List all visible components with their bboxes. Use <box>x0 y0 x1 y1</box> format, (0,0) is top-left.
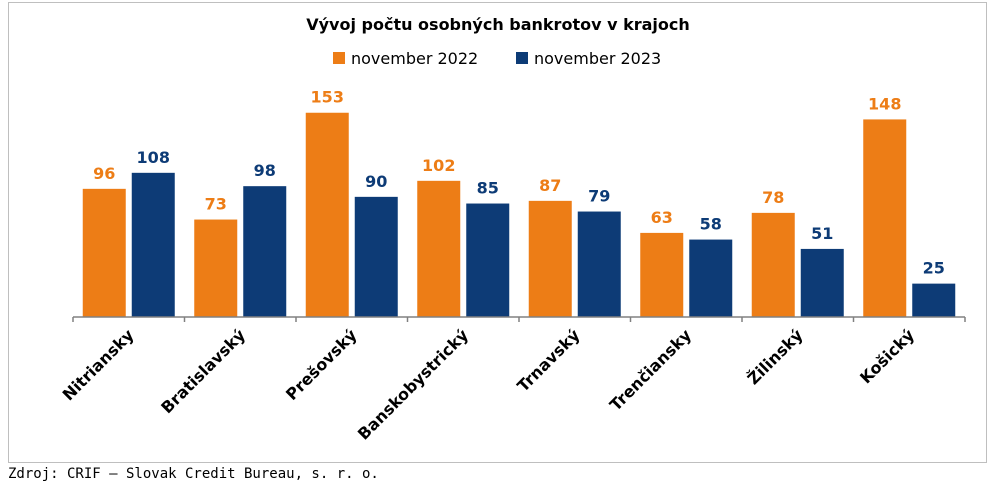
value-label-2022-7: 148 <box>868 94 901 113</box>
bar-2022-5 <box>640 232 684 317</box>
x-tick-label-3: Banskobystrický <box>354 325 473 444</box>
value-label-2023-2: 90 <box>365 172 387 191</box>
bar-2023-3 <box>466 203 510 317</box>
bar-2023-2 <box>354 196 398 317</box>
value-label-2023-7: 25 <box>923 259 945 278</box>
value-label-2023-4: 79 <box>588 187 610 206</box>
x-tick-label-1: Bratislavský <box>157 325 249 417</box>
bar-2022-2 <box>305 112 349 318</box>
chart-title: Vývoj počtu osobných bankrotov v krajoch <box>306 15 690 34</box>
chart: Vývoj počtu osobných bankrotov v krajoch… <box>59 15 966 444</box>
x-axis: Nitriansky Bratislavský PrešovskýBanskobys… <box>59 316 966 444</box>
value-labels-group: 96 108 73 98 153 90 102 85 87 79 63 58 78 51 148 25 <box>93 88 945 278</box>
value-label-2022-5: 63 <box>651 208 673 227</box>
value-label-2022-4: 87 <box>539 176 561 195</box>
bar-2022-6 <box>751 212 795 317</box>
bar-2023-7 <box>912 283 956 317</box>
legend: november 2022 november 2023 <box>333 49 661 68</box>
x-tick-label-5: Trenčiansky <box>606 325 696 415</box>
x-tick-label-4: Trnavský <box>513 325 584 396</box>
x-tick-label-6: Žilinský <box>744 325 807 388</box>
legend-swatch-2022 <box>333 52 345 64</box>
bars-group <box>82 112 956 318</box>
value-label-2023-6: 51 <box>811 224 833 243</box>
x-tick-label-2: Prešovský <box>282 325 361 404</box>
bar-2023-0 <box>131 172 175 317</box>
bar-2022-1 <box>194 219 238 317</box>
bar-2022-4 <box>528 200 572 317</box>
bar-2023-5 <box>689 239 733 317</box>
value-label-2022-6: 78 <box>762 188 784 207</box>
bar-2022-7 <box>863 119 907 317</box>
bar-2023-1 <box>243 186 287 317</box>
legend-swatch-2023 <box>516 52 528 64</box>
x-tick-label-7: Košický <box>856 325 918 387</box>
value-label-2023-5: 58 <box>700 215 722 234</box>
value-label-2023-0: 108 <box>137 148 170 167</box>
value-label-2023-1: 98 <box>254 161 276 180</box>
value-label-2022-3: 102 <box>422 156 455 175</box>
chart-frame <box>8 2 987 463</box>
bar-2022-3 <box>417 180 461 317</box>
x-tick-label-0: Nitriansky <box>59 325 138 404</box>
bar-2023-6 <box>800 248 844 317</box>
legend-label-2022: november 2022 <box>351 49 478 68</box>
value-label-2022-1: 73 <box>205 195 227 214</box>
bar-2023-4 <box>577 211 621 317</box>
value-label-2022-2: 153 <box>311 88 344 107</box>
source-note: Zdroj: CRIF – Slovak Credit Bureau, s. r… <box>8 466 379 482</box>
bar-2022-0 <box>82 188 126 317</box>
value-label-2023-3: 85 <box>477 179 499 198</box>
legend-label-2023: november 2023 <box>534 49 661 68</box>
value-label-2022-0: 96 <box>93 164 115 183</box>
